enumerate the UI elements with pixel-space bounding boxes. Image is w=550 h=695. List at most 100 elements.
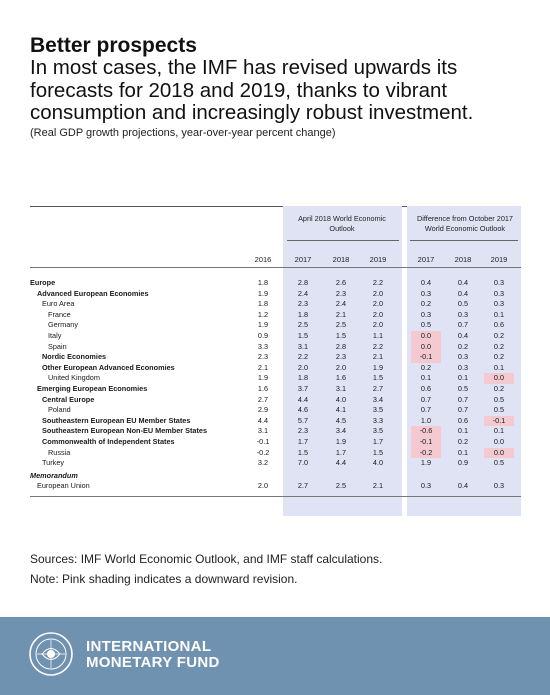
- table-row: United Kingdom 1.9 1.8 1.6 1.5 0.1 0.1 0.0: [30, 373, 521, 384]
- cell-value: 2.1: [372, 352, 384, 362]
- cell-value: 2.8: [297, 278, 309, 287]
- cell-value: 0.7: [420, 394, 432, 404]
- group-title-april-2018: April 2018 World Economic Outlook: [298, 214, 386, 233]
- table-row: Russia -0.2 1.5 1.7 1.5 -0.2 0.1 0.0: [30, 447, 521, 459]
- cell-value: 2.5: [297, 320, 309, 330]
- cell-value: 3.7: [297, 384, 309, 393]
- cell-value: 2.1: [335, 309, 347, 319]
- org-line-2: MONETARY FUND: [86, 654, 220, 671]
- table-row: Germany 1.9 2.5 2.5 2.0 0.5 0.7 0.6: [30, 320, 521, 331]
- cell-value: 0.4: [457, 481, 469, 491]
- header: Better prospects In most cases, the IMF …: [30, 34, 530, 139]
- cell-value: 1.9: [257, 288, 269, 298]
- downward-revision-shade: [484, 415, 514, 427]
- year-header: 2018: [454, 255, 472, 264]
- year-header: 2017: [417, 255, 435, 264]
- table-row: Poland 2.9 4.6 4.1 3.5 0.7 0.7 0.5: [30, 405, 521, 416]
- cell-value: 0.0: [493, 373, 505, 383]
- cell-value: 2.0: [297, 362, 309, 372]
- cell-value: 1.9: [372, 362, 384, 372]
- cell-value: 2.0: [372, 288, 384, 298]
- cell-value: 2.0: [372, 299, 384, 309]
- cell-value: 2.7: [372, 384, 384, 393]
- row-label: European Union: [37, 481, 90, 491]
- cell-value: 3.4: [372, 394, 384, 404]
- row-label: Central Europe: [42, 394, 95, 404]
- table-row: Memorandum: [30, 471, 521, 482]
- cell-value: 0.6: [493, 320, 505, 330]
- cell-value: 0.1: [420, 373, 432, 383]
- cell-value: 0.0: [493, 437, 505, 446]
- cell-value: 4.4: [335, 458, 347, 468]
- row-label: Europe: [30, 278, 56, 287]
- cell-value: 0.2: [493, 384, 505, 393]
- cell-value: 5.7: [297, 415, 309, 425]
- cell-value: 0.7: [457, 320, 469, 330]
- cell-value: 1.2: [257, 309, 269, 319]
- cell-value: 0.3: [457, 309, 469, 319]
- row-label: United Kingdom: [48, 373, 100, 383]
- header-rule: [30, 267, 521, 268]
- cell-value: 0.2: [457, 437, 469, 446]
- cell-value: 1.6: [257, 384, 269, 393]
- cell-value: 1.5: [297, 331, 309, 340]
- cell-value: 0.3: [457, 352, 469, 362]
- cell-value: 2.3: [335, 288, 347, 298]
- cell-value: 0.0: [493, 447, 505, 457]
- cell-value: 0.0: [420, 331, 432, 340]
- cell-value: 2.2: [297, 352, 309, 362]
- cell-value: 2.3: [257, 352, 269, 362]
- cell-value: 0.5: [493, 394, 505, 404]
- cell-value: 2.4: [297, 288, 309, 298]
- cell-value: 0.1: [457, 426, 469, 436]
- row-label: Advanced European Economies: [37, 288, 149, 298]
- cell-value: 0.5: [493, 405, 505, 415]
- table-row: Central Europe 2.7 4.4 4.0 3.4 0.7 0.7 0.5: [30, 395, 521, 406]
- cell-value: 0.4: [457, 278, 469, 287]
- cell-value: 1.9: [420, 458, 432, 468]
- downward-revision-shade: [411, 426, 441, 437]
- cell-value: 2.0: [372, 309, 384, 319]
- cell-value: 3.1: [257, 426, 269, 436]
- cell-value: 1.8: [297, 309, 309, 319]
- cell-value: 4.0: [372, 458, 384, 468]
- cell-value: 0.5: [457, 299, 469, 309]
- cell-value: 1.6: [335, 373, 347, 383]
- cell-value: 2.7: [297, 481, 309, 491]
- downward-revision-shade: [411, 437, 441, 448]
- row-label: Poland: [48, 405, 71, 415]
- row-label: Emerging European Economies: [37, 384, 148, 393]
- row-label: Other European Advanced Economies: [42, 362, 175, 372]
- cell-value: 0.3: [493, 288, 505, 298]
- cell-value: 0.4: [457, 331, 469, 340]
- row-label: Spain: [48, 341, 67, 351]
- cell-value: 0.3: [420, 288, 432, 298]
- cell-value: 3.3: [257, 341, 269, 351]
- cell-value: 1.5: [372, 373, 384, 383]
- cell-value: 0.7: [457, 394, 469, 404]
- cell-value: 2.0: [335, 362, 347, 372]
- cell-value: -0.2: [256, 447, 270, 457]
- units-note: (Real GDP growth projections, year-over-…: [30, 126, 336, 139]
- cell-value: 1.9: [335, 437, 347, 446]
- downward-revision-shade: [411, 341, 441, 353]
- cell-value: 0.9: [257, 331, 269, 340]
- cell-value: 0.6: [420, 384, 432, 393]
- group-title-difference: Difference from October 2017 World Econo…: [417, 214, 513, 233]
- cell-value: 1.0: [420, 415, 432, 425]
- year-header: 2019: [490, 255, 508, 264]
- cell-value: 2.3: [335, 352, 347, 362]
- row-label: Southeastern European Non-EU Member Stat…: [42, 426, 208, 436]
- cell-value: 4.4: [257, 415, 269, 425]
- cell-value: 3.4: [335, 426, 347, 436]
- cell-value: 3.1: [297, 341, 309, 351]
- row-label: Italy: [48, 331, 62, 340]
- cell-value: 2.5: [335, 320, 347, 330]
- footer-band: INTERNATIONAL MONETARY FUND: [0, 617, 550, 695]
- cell-value: 2.2: [372, 341, 384, 351]
- footnotes: Sources: IMF World Economic Outlook, and…: [30, 549, 382, 589]
- cell-value: -0.2: [419, 447, 433, 457]
- row-label: Germany: [48, 320, 79, 330]
- table-row: Nordic Economies 2.3 2.2 2.3 2.1 -0.1 0.3 0.2: [30, 352, 521, 363]
- cell-value: 0.4: [420, 278, 432, 287]
